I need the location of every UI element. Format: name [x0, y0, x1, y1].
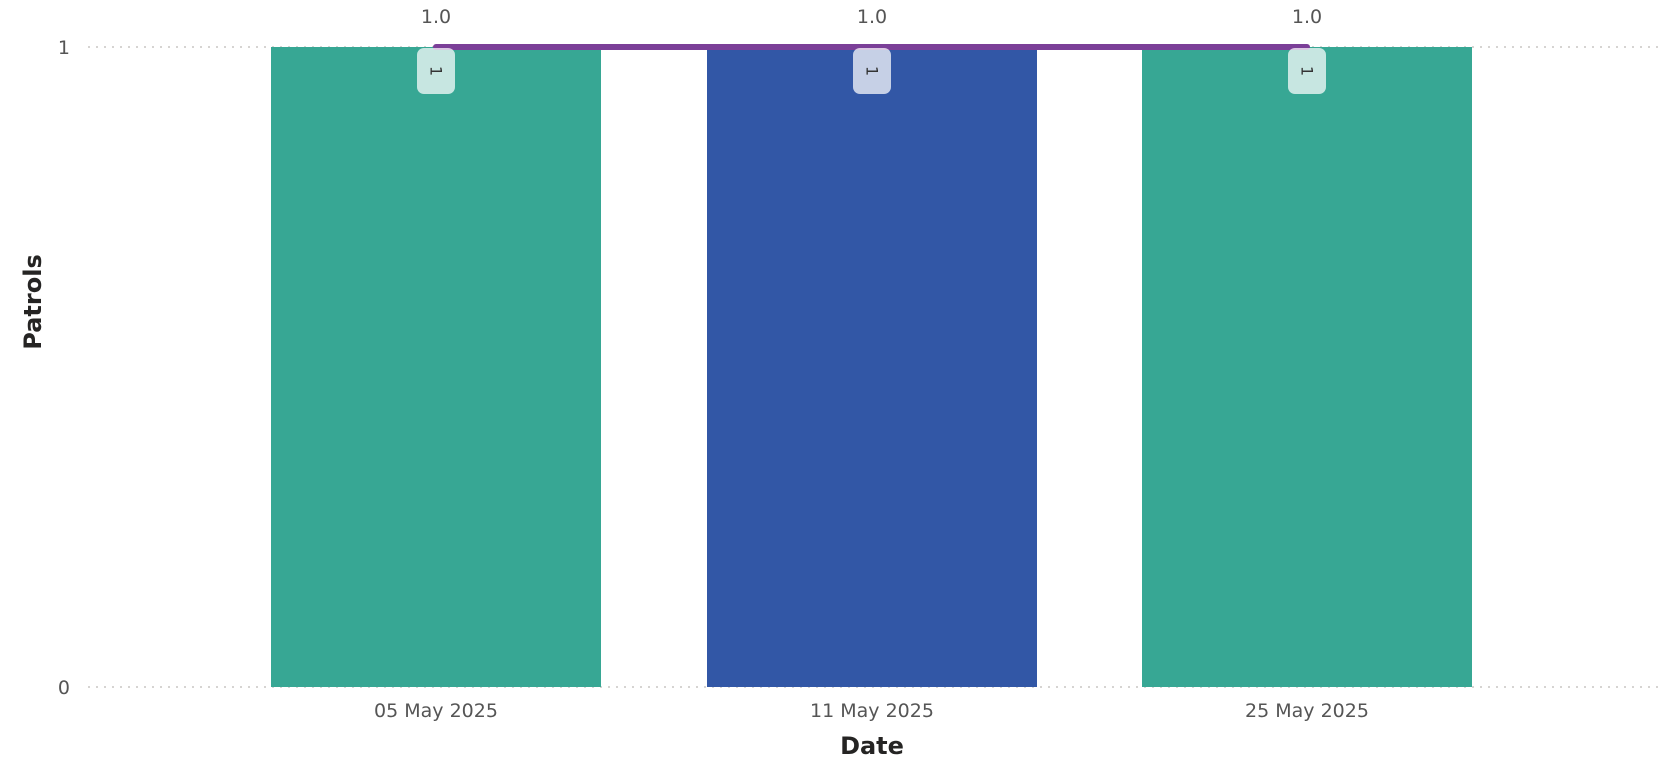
bars [271, 47, 1472, 687]
bar-data-label-badge: 1 [1288, 48, 1326, 94]
bar-data-label: 1 [1298, 66, 1317, 76]
y-tick-label: 0 [58, 677, 70, 699]
bar-data-label: 1 [863, 66, 882, 76]
line-data-label: 1.0 [421, 6, 451, 28]
x-axis-ticks: 05 May 2025 11 May 2025 25 May 2025 [374, 700, 1369, 722]
bar-data-labels: 1 1 1 [417, 48, 1326, 94]
bar-2[interactable] [707, 47, 1037, 687]
line-data-label: 1.0 [857, 6, 887, 28]
bar-3[interactable] [1142, 47, 1472, 687]
bar-data-label-badge: 1 [853, 48, 891, 94]
y-axis-title: Patrols [19, 254, 47, 349]
y-tick-label: 1 [58, 37, 70, 59]
x-axis-title: Date [840, 732, 904, 760]
badge-background [417, 48, 455, 94]
badge-background [853, 48, 891, 94]
line-series: 1.0 1.0 1.0 [421, 6, 1322, 50]
bar-data-label: 1 [427, 66, 446, 76]
y-axis-ticks: 01 [58, 37, 70, 699]
bar-data-label-badge: 1 [417, 48, 455, 94]
bar-1[interactable] [271, 47, 601, 687]
x-tick-label: 11 May 2025 [810, 700, 934, 722]
x-tick-label: 05 May 2025 [374, 700, 498, 722]
x-tick-label: 25 May 2025 [1245, 700, 1369, 722]
badge-background [1288, 48, 1326, 94]
line-data-label: 1.0 [1292, 6, 1322, 28]
